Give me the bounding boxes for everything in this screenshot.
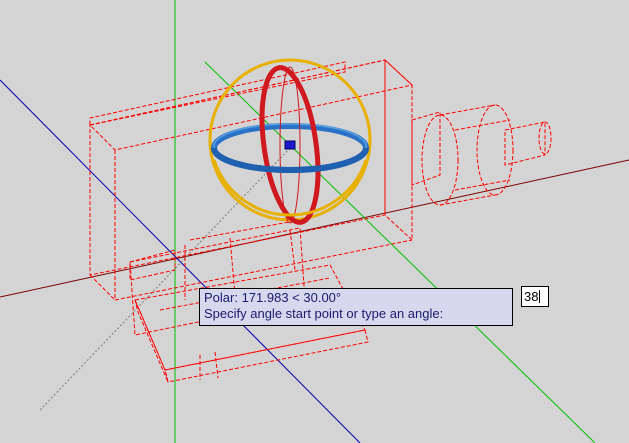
gizmo-center-grip-icon[interactable] <box>285 141 295 149</box>
rubberband-line <box>40 148 290 410</box>
tooltip-polar-readout: Polar: 171.983 < 30.00° <box>204 290 508 306</box>
dynamic-input-value[interactable]: 38 <box>524 289 538 304</box>
wireframe-model[interactable] <box>90 60 551 382</box>
dynamic-input-field[interactable]: 38 <box>521 286 549 307</box>
tooltip-prompt: Specify angle start point or type an ang… <box>204 306 508 322</box>
x-axis-line <box>0 160 629 297</box>
text-caret-icon <box>539 290 540 303</box>
polar-tracking-tooltip: Polar: 171.983 < 30.00° Specify angle st… <box>199 288 513 326</box>
